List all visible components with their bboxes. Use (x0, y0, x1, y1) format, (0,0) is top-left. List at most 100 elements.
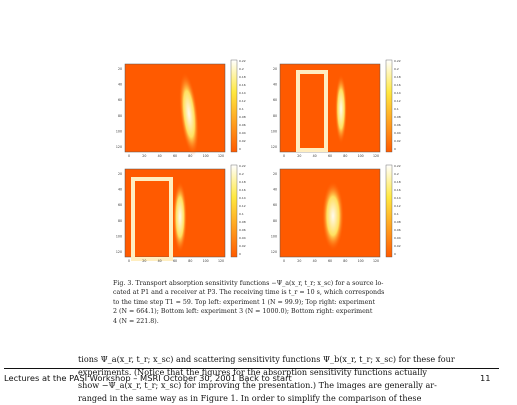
colorbar-tick-label: 0.2 (239, 67, 244, 71)
x-tick-label: 40 (158, 259, 162, 263)
colorbar-tick-label: 0.08 (394, 220, 401, 224)
x-tick-label: 120 (373, 259, 379, 263)
colorbar-tick-label: 0.04 (239, 131, 246, 135)
x-tick-label: 100 (358, 154, 364, 158)
colorbar (230, 164, 238, 258)
y-tick-label: 80 (273, 114, 277, 118)
colorbar-tick-label: 0.04 (394, 131, 401, 135)
y-tick-label: 20 (118, 67, 122, 71)
colorbar (230, 59, 238, 153)
colorbar-tick-label: 0.14 (239, 91, 246, 95)
colorbar-tick-label: 0.08 (394, 115, 401, 119)
heatmap-svg: 20 40 60 80 100 120 0 20 40 60 80 100 120 0.22 0.2 0.18… (271, 164, 401, 263)
page-number: 11 (480, 373, 491, 383)
y-tick-label: 60 (273, 98, 277, 102)
colorbar-tick-label: 0.1 (239, 107, 244, 111)
y-tick-label: 100 (116, 129, 122, 133)
heatmap-plot-area (124, 63, 226, 153)
sensitivity-band (322, 181, 344, 251)
y-tick-label: 100 (271, 129, 277, 133)
colorbar-tick-label: 0.22 (394, 59, 401, 63)
colorbar-tick-label: 0.22 (239, 164, 246, 168)
x-tick-label: 40 (313, 154, 317, 158)
footer-divider (4, 368, 499, 369)
body-line: ranged in the same way as in Figure 1. I… (78, 393, 422, 403)
sensitivity-band (179, 72, 199, 156)
colorbar-tick-label: 0.2 (394, 172, 399, 176)
heatmap-panel-bottom-left: 20 40 60 80 100 120 0 20 40 60 80 100 120 0.22 0.2 0.18… (103, 163, 253, 271)
x-tick-label: 20 (297, 259, 301, 263)
colorbar-tick-label: 0.22 (394, 164, 401, 168)
colorbar-tick-label: 0.12 (394, 204, 401, 208)
x-tick-label: 80 (188, 154, 192, 158)
sensitivity-frame (131, 177, 173, 261)
y-tick-label: 60 (118, 98, 122, 102)
x-tick-label: 100 (358, 259, 364, 263)
colorbar-tick-label: 0.22 (239, 59, 246, 63)
caption-line: cated at P1 and a receiver at P3. The re… (113, 289, 385, 297)
x-tick-label: 100 (203, 154, 209, 158)
colorbar (385, 164, 393, 258)
colorbar-tick-label: 0.04 (239, 236, 246, 240)
x-tick-label: 80 (343, 154, 347, 158)
colorbar-tick-label: 0.08 (239, 220, 246, 224)
y-tick-label: 60 (118, 203, 122, 207)
caption-line: to the time step T1 = 59. Top left: expe… (113, 298, 375, 306)
y-tick-label: 100 (116, 234, 122, 238)
colorbar-tick-label: 0.12 (239, 204, 246, 208)
y-tick-label: 40 (273, 83, 277, 87)
colorbar-tick-label: 0.06 (394, 228, 401, 232)
colorbar-tick-label: 0.18 (394, 75, 401, 79)
y-tick-label: 120 (271, 250, 277, 254)
y-tick-label: 120 (116, 250, 122, 254)
colorbar-tick-label: 0.16 (394, 188, 401, 192)
y-tick-label: 40 (118, 83, 122, 87)
y-tick-label: 40 (273, 188, 277, 192)
colorbar-tick-label: 0.06 (394, 123, 401, 127)
caption-line: Fig. 3. Transport absorption sensitivity… (113, 280, 384, 287)
colorbar-tick-label: 0.18 (239, 75, 246, 79)
sensitivity-band (173, 181, 187, 253)
caption-line: 2 (N = 664.1); Bottom left: experiment 3… (113, 308, 373, 316)
slide-footer: Lectures at the PASI Workshop – MSRI Oct… (0, 368, 517, 386)
colorbar-tick-label: 0.02 (239, 244, 246, 248)
heatmap-panel-bottom-right: 20 40 60 80 100 120 0 20 40 60 80 100 120 0.22 0.2 0.18… (258, 163, 408, 271)
x-tick-label: 20 (297, 154, 301, 158)
x-tick-label: 60 (328, 259, 332, 263)
colorbar-tick-label: 0.1 (394, 107, 399, 111)
x-tick-label: 20 (142, 259, 146, 263)
colorbar-tick-label: 0.2 (394, 67, 399, 71)
colorbar (385, 59, 393, 153)
colorbar-tick-label: 0.06 (239, 228, 246, 232)
colorbar-tick-label: 0.1 (239, 212, 244, 216)
colorbar-tick-label: 0 (394, 252, 396, 256)
body-line: tions Ψ_a(x_r, t_r; x_sc) and scattering… (78, 354, 455, 364)
colorbar-tick-label: 0.14 (239, 196, 246, 200)
sensitivity-band (335, 74, 347, 144)
y-tick-label: 120 (271, 145, 277, 149)
caption-line: 4 (N = 221.8). (113, 317, 159, 325)
heatmap-panel-top-right: 20 40 60 80 100 120 0 20 40 60 80 100 120 0.22 0.2 0.18… (258, 58, 408, 166)
x-tick-label: 20 (142, 154, 146, 158)
x-tick-label: 0 (128, 259, 130, 263)
x-tick-label: 60 (173, 259, 177, 263)
y-tick-label: 20 (273, 67, 277, 71)
y-tick-label: 40 (118, 188, 122, 192)
footer-nav-text[interactable]: Lectures at the PASI Workshop – MSRI Oct… (4, 373, 292, 383)
colorbar-tick-label: 0.08 (239, 115, 246, 119)
heatmap-svg: 20 40 60 80 100 120 0 20 40 60 80 100 120 0.22 0.2 0.18… (116, 164, 246, 263)
heatmap-svg: 20 40 60 80 100 120 0 20 40 60 80 100 120 0.22 0.2 0.18… (271, 59, 401, 158)
colorbar-tick-label: 0.16 (239, 83, 246, 87)
colorbar-tick-label: 0.1 (394, 212, 399, 216)
x-tick-label: 0 (128, 154, 130, 158)
colorbar-tick-label: 0.12 (239, 99, 246, 103)
x-tick-label: 120 (373, 154, 379, 158)
x-tick-label: 60 (173, 154, 177, 158)
x-tick-label: 120 (218, 154, 224, 158)
y-tick-label: 20 (118, 172, 122, 176)
sensitivity-frame (296, 70, 328, 152)
colorbar-tick-label: 0.16 (239, 188, 246, 192)
y-tick-label: 120 (116, 145, 122, 149)
y-tick-label: 60 (273, 203, 277, 207)
colorbar-tick-label: 0.02 (239, 139, 246, 143)
